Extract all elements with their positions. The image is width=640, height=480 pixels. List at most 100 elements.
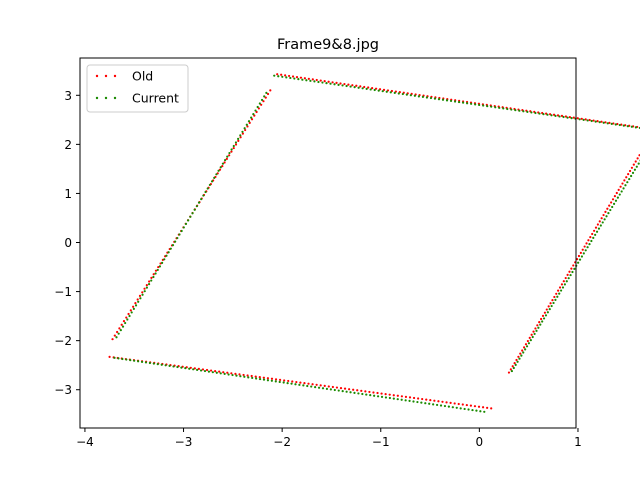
point-current xyxy=(270,379,273,382)
point-current xyxy=(433,97,437,100)
point-old xyxy=(594,226,598,229)
point-current xyxy=(586,246,589,249)
point-old xyxy=(335,81,338,84)
point-current xyxy=(301,78,304,81)
point-current xyxy=(321,387,325,390)
point-old xyxy=(351,84,354,87)
point-old xyxy=(367,86,370,89)
point-current xyxy=(210,180,214,183)
point-current xyxy=(224,159,227,162)
point-current xyxy=(357,392,360,395)
point-current xyxy=(534,111,537,115)
point-current xyxy=(117,332,120,335)
point-old xyxy=(234,372,237,375)
point-old xyxy=(587,239,590,242)
series-current xyxy=(113,74,640,413)
point-current xyxy=(353,391,356,394)
point-current xyxy=(594,120,597,123)
point-old xyxy=(134,302,137,305)
point-current xyxy=(188,367,191,370)
point-current xyxy=(474,103,477,106)
point-current xyxy=(459,407,462,410)
point-current xyxy=(552,301,555,305)
point-old xyxy=(421,397,424,401)
x-tick-label: −1 xyxy=(372,435,390,449)
point-current xyxy=(421,95,425,99)
point-old xyxy=(274,378,278,381)
point-old xyxy=(517,355,520,358)
point-current xyxy=(605,215,608,218)
point-old xyxy=(303,382,306,385)
point-current xyxy=(144,361,148,364)
point-current xyxy=(571,270,574,274)
point-current xyxy=(262,378,266,381)
point-old xyxy=(250,374,253,378)
point-old xyxy=(356,389,359,392)
point-old xyxy=(461,403,464,406)
point-current xyxy=(113,356,116,359)
legend-marker xyxy=(113,96,117,100)
point-current xyxy=(235,374,238,377)
point-current xyxy=(558,292,561,295)
point-old xyxy=(355,84,358,87)
point-old xyxy=(602,213,605,217)
point-current xyxy=(541,320,544,323)
point-current xyxy=(199,369,203,372)
point-current xyxy=(428,402,431,405)
point-current xyxy=(510,108,513,111)
point-old xyxy=(371,87,374,90)
point-current xyxy=(314,386,317,389)
point-current xyxy=(245,123,248,126)
point-old xyxy=(246,374,249,377)
point-current xyxy=(573,267,576,270)
point-current xyxy=(129,359,132,362)
point-current xyxy=(219,166,222,169)
legend-marker xyxy=(95,74,99,78)
y-tick-label: −2 xyxy=(54,334,72,348)
point-old xyxy=(513,362,516,365)
point-old xyxy=(221,165,224,168)
point-old xyxy=(331,385,334,389)
point-old xyxy=(521,349,524,352)
point-current xyxy=(467,408,470,411)
point-current xyxy=(610,122,613,125)
point-old xyxy=(323,384,326,387)
point-current xyxy=(321,81,324,84)
point-current xyxy=(217,169,220,172)
point-old xyxy=(526,339,529,343)
point-old xyxy=(606,207,609,210)
point-old xyxy=(266,377,270,380)
point-current xyxy=(522,351,525,354)
point-current xyxy=(254,109,257,112)
point-current xyxy=(518,109,521,112)
y-tick-label: −3 xyxy=(54,383,72,397)
point-old xyxy=(327,80,330,83)
point-old xyxy=(244,128,247,132)
point-old xyxy=(538,321,541,324)
point-current xyxy=(255,377,258,380)
point-old xyxy=(558,286,562,289)
point-current xyxy=(542,317,546,320)
point-old xyxy=(408,396,412,399)
point-current xyxy=(412,400,415,403)
point-old xyxy=(604,210,607,214)
point-old xyxy=(122,320,126,323)
point-current xyxy=(152,362,155,365)
point-current xyxy=(333,83,336,86)
point-current xyxy=(520,354,523,357)
x-axis: −4 −3 −2 −1 0 1 xyxy=(76,428,582,449)
point-current xyxy=(221,162,225,165)
point-old xyxy=(449,401,452,404)
point-current xyxy=(154,272,157,275)
point-old xyxy=(291,380,294,383)
point-current xyxy=(601,221,604,224)
point-current xyxy=(502,107,505,110)
point-old xyxy=(604,121,607,124)
point-old xyxy=(143,287,146,290)
point-current xyxy=(498,106,501,109)
point-current xyxy=(237,137,240,140)
point-old xyxy=(327,385,330,388)
point-old xyxy=(348,388,351,391)
x-tick-label: −2 xyxy=(273,435,291,449)
point-current xyxy=(590,239,593,243)
